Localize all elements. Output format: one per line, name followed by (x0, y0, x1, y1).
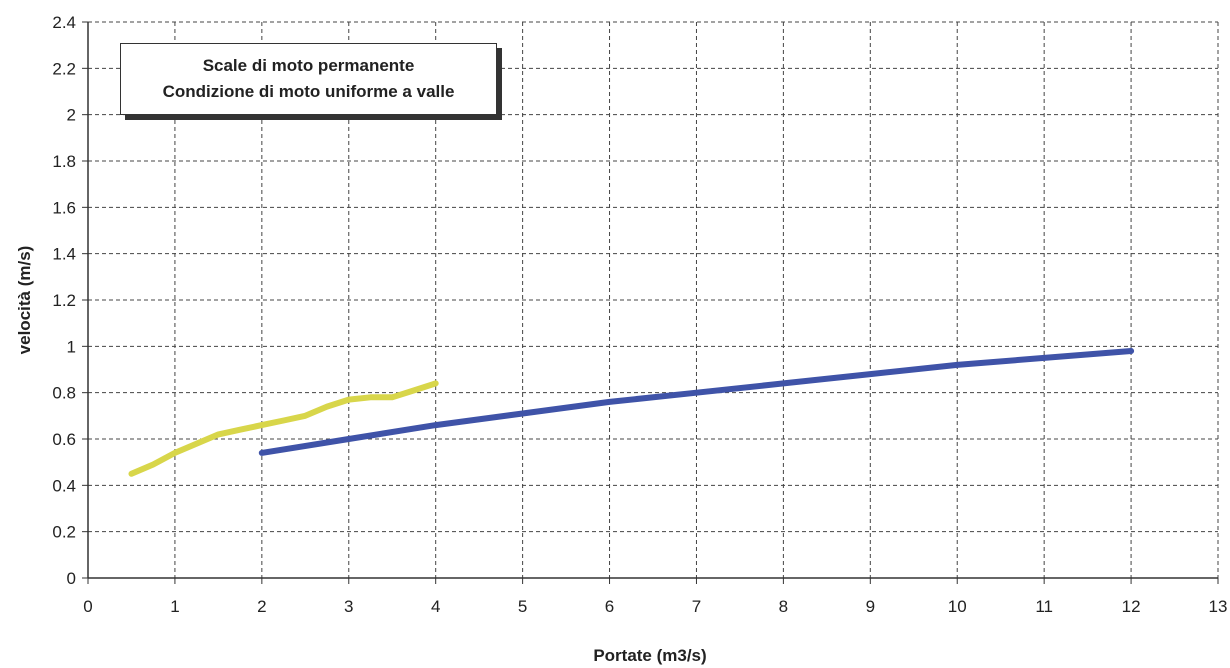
y-tick-label: 0 (67, 569, 76, 588)
y-tick-label: 2.4 (52, 13, 76, 32)
x-tick-label: 5 (518, 597, 527, 616)
grid (88, 21, 1219, 578)
x-tick-label: 0 (83, 597, 92, 616)
x-tick-label: 8 (779, 597, 788, 616)
y-axis-title: velocità (m/s) (15, 246, 34, 355)
x-tick-label: 3 (344, 597, 353, 616)
y-tick-label: 1.2 (52, 291, 76, 310)
x-tick-label: 2 (257, 597, 266, 616)
x-tick-label: 7 (692, 597, 701, 616)
y-tick-label: 1.8 (52, 152, 76, 171)
tick-labels: 0 1 2 3 4 5 6 7 8 9 10 11 12 1300.20.40.60.811.21.41.… (52, 13, 1227, 616)
y-tick-label: 0.2 (52, 523, 76, 542)
chart-title-line-1: Scale di moto permanente (202, 56, 415, 75)
x-tick-label: 11 (1035, 597, 1053, 616)
x-tick-label: 9 (866, 597, 875, 616)
y-tick-label: 1.6 (52, 198, 76, 217)
y-tick-label: 1 (67, 337, 76, 356)
x-tick-label: 10 (948, 597, 967, 616)
chart-title-box: Scale di moto permanente Condizione di m… (120, 43, 497, 115)
series-line-1 (128, 380, 439, 477)
series-line-2 (258, 348, 1135, 456)
chart-title-line-2: Condizione di moto uniforme a valle (162, 82, 455, 101)
y-tick-label: 0.8 (52, 384, 76, 403)
y-tick-label: 1.4 (52, 245, 76, 264)
x-tick-label: 1 (170, 597, 179, 616)
x-tick-label: 4 (431, 597, 440, 616)
y-tick-label: 0.4 (52, 476, 76, 495)
y-tick-label: 0.6 (52, 430, 76, 449)
x-axis-title: Portate (m3/s) (593, 646, 706, 665)
axes (82, 21, 1219, 584)
x-tick-label: 12 (1122, 597, 1141, 616)
y-tick-label: 2 (67, 106, 76, 125)
x-tick-label: 13 (1209, 597, 1228, 616)
x-tick-label: 6 (605, 597, 614, 616)
y-tick-label: 2.2 (52, 59, 76, 78)
series-lines (128, 348, 1135, 477)
